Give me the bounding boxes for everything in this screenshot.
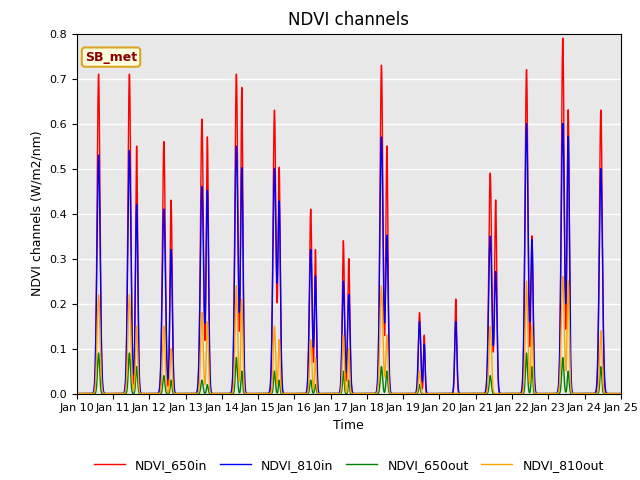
NDVI_810in [615, 391, 623, 396]
NDVI_810in [73, 391, 81, 396]
NDVI_650out [447, 391, 454, 396]
NDVI_650out [276, 388, 284, 394]
NDVI_810out [559, 274, 566, 279]
NDVI_810in [501, 391, 509, 396]
NDVI_810in [617, 391, 625, 396]
NDVI_810out [447, 391, 455, 396]
Line: NDVI_650out: NDVI_650out [77, 353, 621, 394]
NDVI_810in [424, 391, 431, 396]
NDVI_810in [276, 275, 284, 281]
NDVI_650in [189, 391, 197, 396]
Line: NDVI_810in: NDVI_810in [77, 123, 621, 394]
NDVI_650in [501, 391, 509, 396]
NDVI_650in [617, 391, 625, 396]
NDVI_810out [501, 391, 509, 396]
NDVI_650in [435, 391, 443, 396]
NDVI_810out [184, 391, 191, 396]
NDVI_650out [501, 391, 509, 396]
NDVI_650in [73, 391, 81, 396]
Line: NDVI_650in: NDVI_650in [77, 38, 621, 394]
Title: NDVI channels: NDVI channels [288, 11, 410, 29]
NDVI_810in [184, 391, 191, 396]
NDVI_810in [435, 391, 443, 396]
NDVI_810in [189, 391, 197, 396]
NDVI_810out [615, 391, 623, 396]
NDVI_650out [184, 391, 191, 396]
NDVI_810out [617, 391, 625, 396]
NDVI_650out [424, 391, 431, 396]
NDVI_650in [559, 35, 566, 41]
NDVI_650out [615, 391, 623, 396]
Text: SB_met: SB_met [85, 50, 137, 63]
Line: NDVI_810out: NDVI_810out [77, 276, 621, 394]
NDVI_650out [73, 391, 81, 396]
Y-axis label: NDVI channels (W/m2/nm): NDVI channels (W/m2/nm) [31, 131, 44, 297]
NDVI_650in [615, 391, 623, 396]
NDVI_650out [95, 350, 102, 356]
NDVI_810in [559, 120, 566, 126]
NDVI_650in [184, 391, 191, 396]
NDVI_810out [424, 391, 431, 396]
NDVI_810out [73, 391, 81, 396]
NDVI_810out [276, 370, 284, 376]
Legend: NDVI_650in, NDVI_810in, NDVI_650out, NDVI_810out: NDVI_650in, NDVI_810in, NDVI_650out, NDV… [89, 454, 609, 477]
NDVI_650out [617, 391, 625, 396]
NDVI_650in [424, 391, 431, 396]
NDVI_810out [189, 391, 197, 396]
NDVI_650out [189, 391, 197, 396]
NDVI_650in [276, 276, 284, 281]
X-axis label: Time: Time [333, 419, 364, 432]
